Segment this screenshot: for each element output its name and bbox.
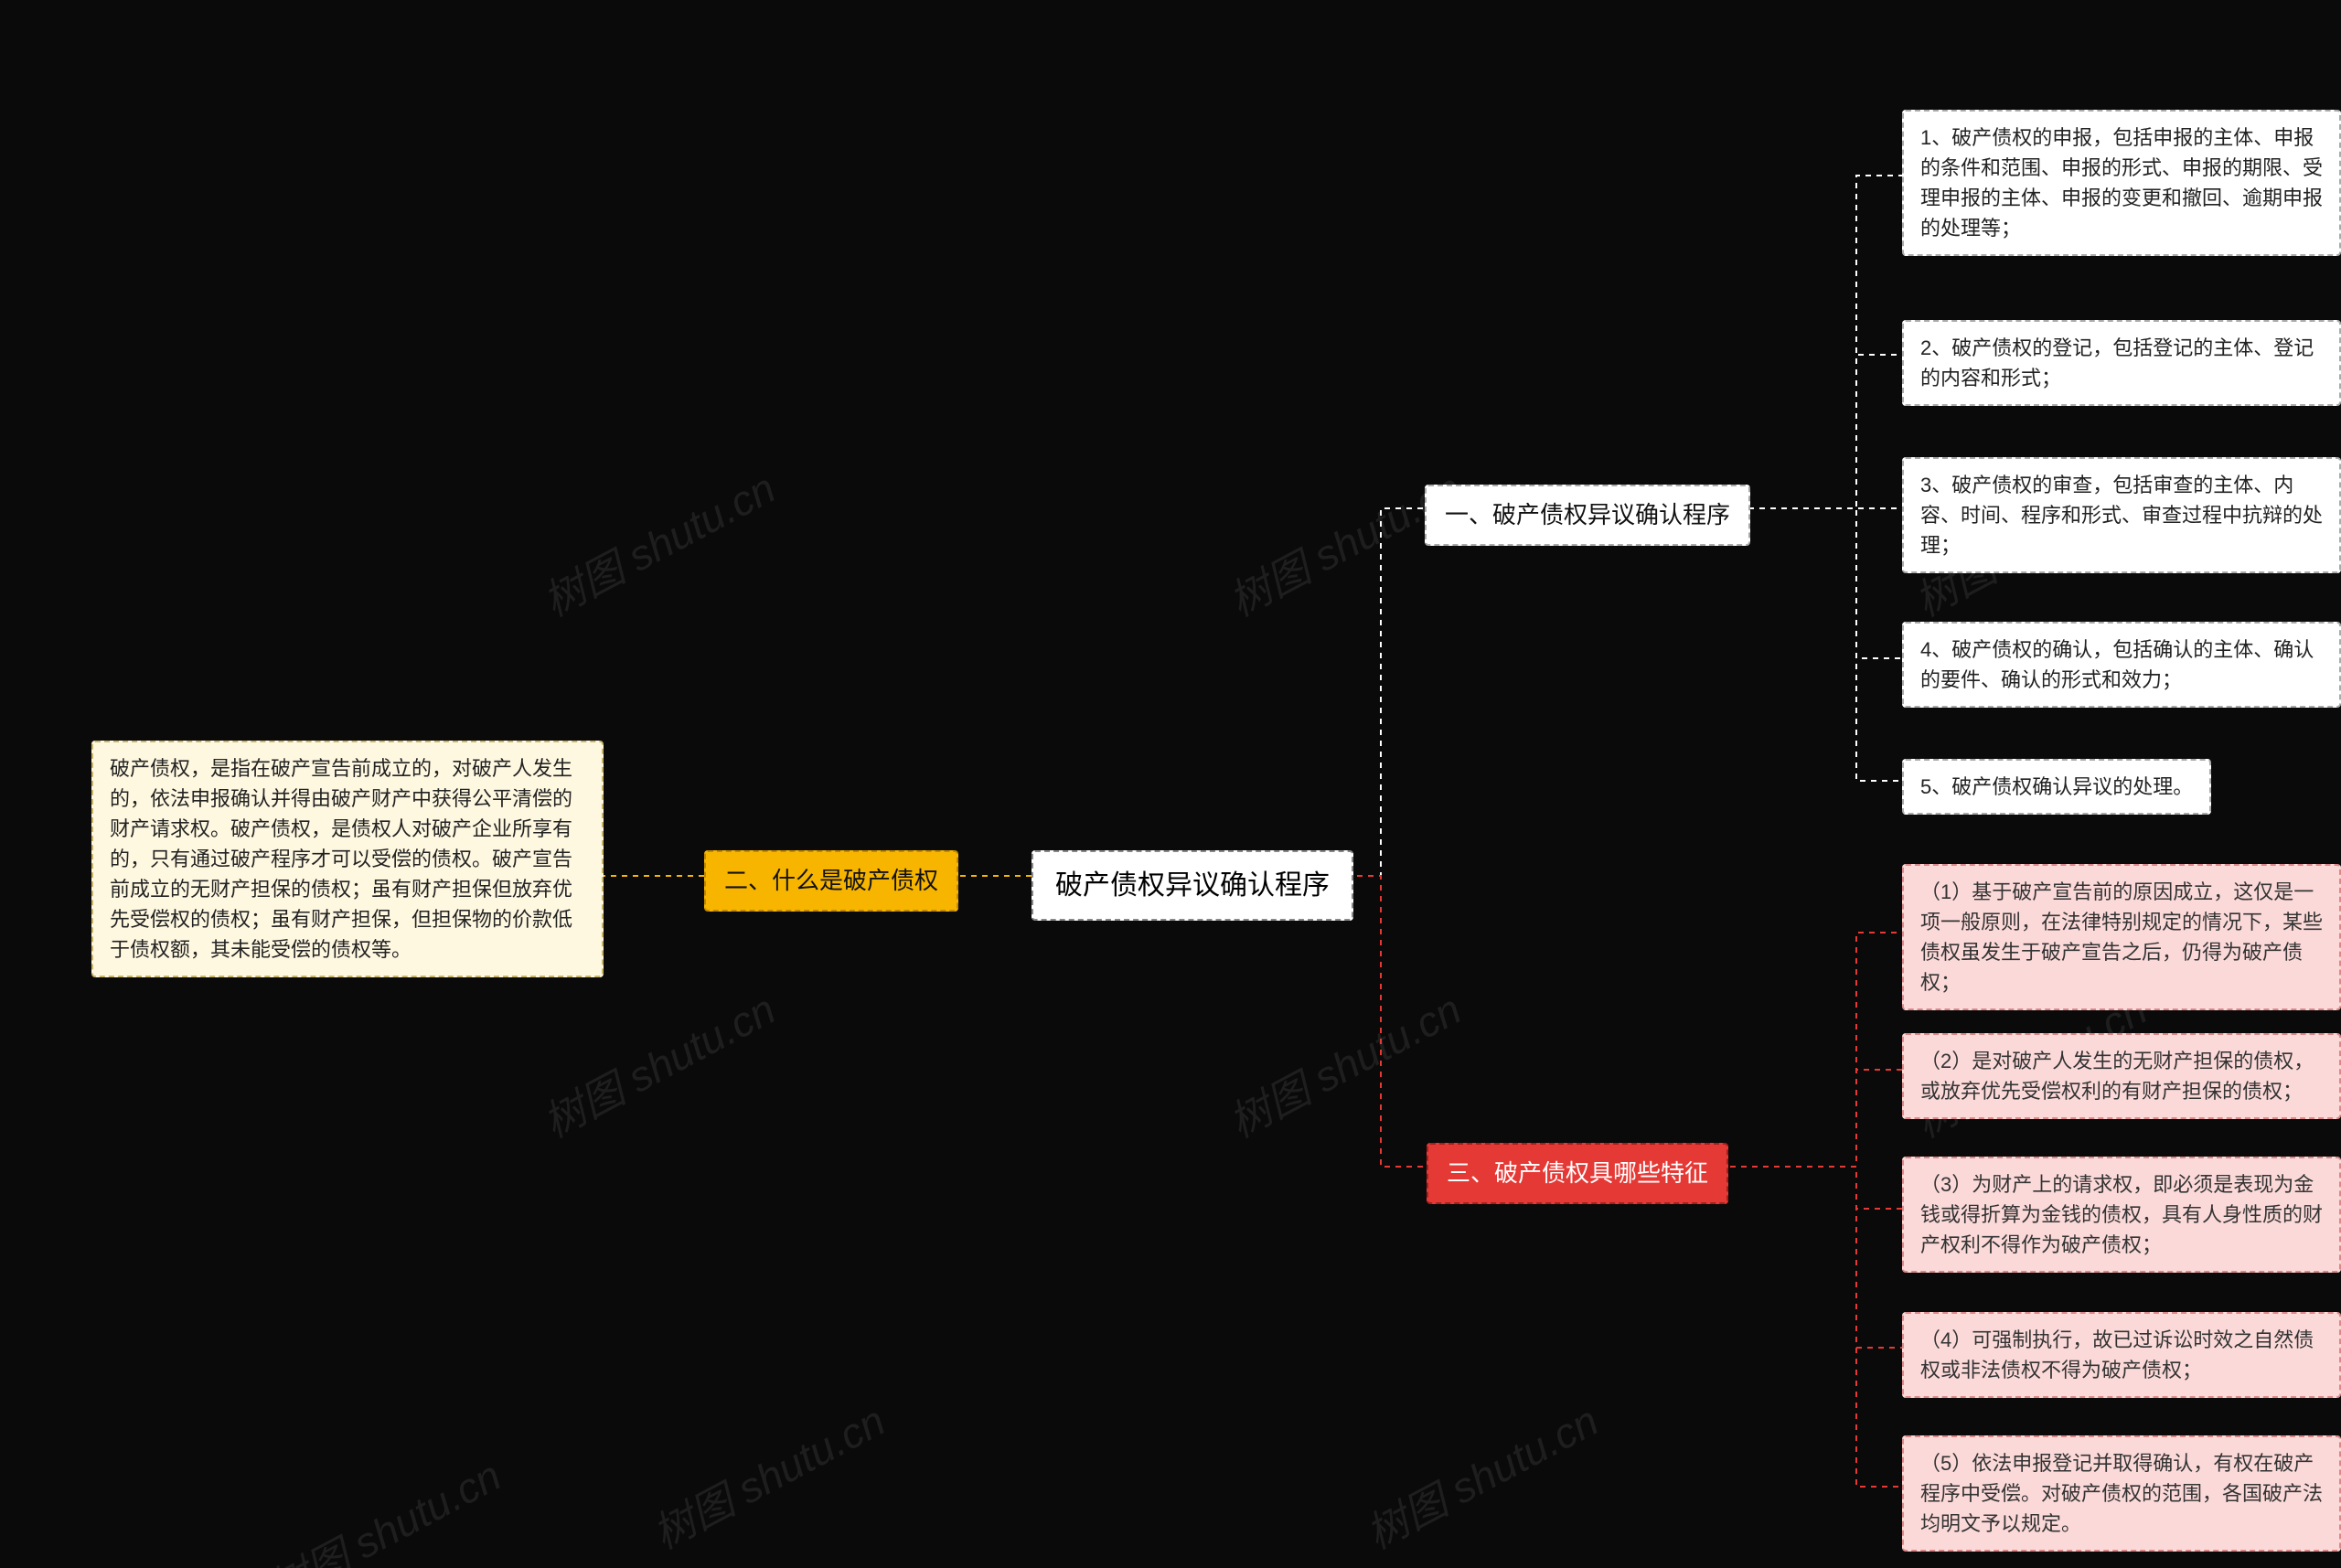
edge-b3-4 — [1719, 1167, 1902, 1348]
leaf-b2-1[interactable]: 破产债权，是指在破产宣告前成立的，对破产人发生的，依法申报确认并得由破产财产中获… — [91, 741, 604, 977]
watermark: 树图 shutu.cn — [1217, 976, 1470, 1149]
leaf-b3-1[interactable]: （1）基于破产宣告前的原因成立，这仅是一项一般原则，在法律特别规定的情况下，某些… — [1902, 864, 2341, 1010]
leaf-b3-3[interactable]: （3）为财产上的请求权，即必须是表现为金钱或得折算为金钱的债权，具有人身性质的财… — [1902, 1157, 2341, 1273]
mindmap-canvas: 树图 shutu.cn 树图 shutu.cn 树图 shutu.cn 树图 s… — [0, 0, 2341, 1568]
leaf-b1-3[interactable]: 3、破产债权的审查，包括审查的主体、内容、时间、程序和形式、审查过程中抗辩的处理… — [1902, 457, 2341, 573]
leaf-b1-1[interactable]: 1、破产债权的申报，包括申报的主体、申报的条件和范围、申报的形式、申报的期限、受… — [1902, 110, 2341, 256]
edge-b1-2 — [1737, 355, 1902, 508]
leaf-b1-5[interactable]: 5、破产债权确认异议的处理。 — [1902, 759, 2211, 815]
watermark: 树图 shutu.cn — [257, 1443, 510, 1568]
leaf-b3-5[interactable]: （5）依法申报登记并取得确认，有权在破产程序中受偿。对破产债权的范围，各国破产法… — [1902, 1435, 2341, 1552]
leaf-b1-2[interactable]: 2、破产债权的登记，包括登记的主体、登记的内容和形式； — [1902, 320, 2341, 406]
edge-b1-1 — [1737, 176, 1902, 508]
edge-b1-4 — [1737, 508, 1902, 658]
leaf-b1-4[interactable]: 4、破产债权的确认，包括确认的主体、确认的要件、确认的形式和效力； — [1902, 622, 2341, 708]
watermark: 树图 shutu.cn — [641, 1388, 894, 1561]
watermark: 树图 shutu.cn — [531, 455, 785, 628]
branch-node-1[interactable]: 一、破产债权异议确认程序 — [1425, 485, 1750, 546]
branch-node-2[interactable]: 二、什么是破产债权 — [704, 850, 958, 912]
edge-b3-3 — [1719, 1167, 1902, 1209]
watermark: 树图 shutu.cn — [1354, 1388, 1608, 1561]
edge-b1-5 — [1737, 508, 1902, 781]
edge-b3-2 — [1719, 1070, 1902, 1167]
edge-b3-1 — [1719, 933, 1902, 1167]
edge-root-b3 — [1357, 876, 1427, 1167]
branch-node-3[interactable]: 三、破产债权具哪些特征 — [1427, 1143, 1728, 1204]
edge-b3-5 — [1719, 1167, 1902, 1487]
watermark: 树图 shutu.cn — [531, 976, 785, 1149]
leaf-b3-4[interactable]: （4）可强制执行，故已过诉讼时效之自然债权或非法债权不得为破产债权； — [1902, 1312, 2341, 1398]
edge-root-b1 — [1357, 508, 1425, 876]
leaf-b3-2[interactable]: （2）是对破产人发生的无财产担保的债权，或放弃优先受偿权利的有财产担保的债权； — [1902, 1033, 2341, 1119]
root-node[interactable]: 破产债权异议确认程序 — [1032, 850, 1353, 921]
